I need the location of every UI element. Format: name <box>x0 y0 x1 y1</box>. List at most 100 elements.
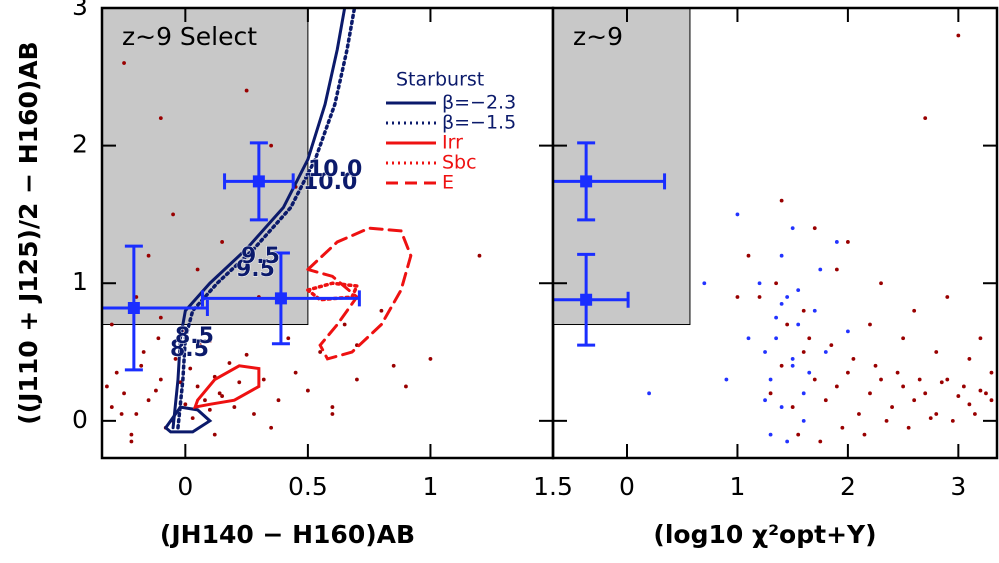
data-point <box>978 336 983 341</box>
legend-label: β=−2.3 <box>442 92 516 114</box>
data-point <box>227 361 232 365</box>
data-point <box>928 416 933 420</box>
data-point <box>746 253 751 258</box>
track-label: 8.5 <box>175 324 214 349</box>
data-point <box>774 315 779 320</box>
y-axis-title: ((J110 + J125)/2 − H160)AB <box>14 41 43 424</box>
data-point <box>735 212 740 217</box>
data-point <box>768 391 773 396</box>
data-point <box>796 322 801 327</box>
data-point <box>807 370 812 375</box>
x-tick-label: 1 <box>422 472 438 501</box>
data-point <box>318 350 323 354</box>
data-point <box>978 388 983 393</box>
data-point <box>901 384 906 389</box>
data-point <box>774 336 779 341</box>
data-point <box>244 352 249 357</box>
data-point <box>217 391 222 396</box>
data-point <box>114 370 119 375</box>
data-point <box>158 315 163 320</box>
y-tick-label: 3 <box>72 0 88 21</box>
data-point <box>801 350 806 354</box>
x-axis-title: (log10 χ²opt+Y) <box>653 520 876 549</box>
data-point <box>252 412 256 416</box>
track-line <box>176 8 357 430</box>
data-point <box>790 226 795 231</box>
data-point <box>857 412 861 416</box>
data-point <box>967 357 972 361</box>
x-tick-label: 0 <box>177 472 193 501</box>
data-point <box>261 377 266 382</box>
track-label: 9.5 <box>241 244 280 269</box>
data-point <box>580 293 593 306</box>
data-point <box>763 398 767 403</box>
x-tick-label: 1.5 <box>533 472 573 501</box>
data-point <box>956 394 961 398</box>
data-point <box>818 439 823 444</box>
data-point <box>779 198 784 203</box>
track-label: 8.5 <box>170 337 209 362</box>
track-line <box>171 8 347 430</box>
data-point <box>391 363 396 368</box>
data-point <box>198 343 202 348</box>
data-point <box>945 295 950 299</box>
legend-label: Irr <box>442 132 463 154</box>
data-point <box>134 412 139 416</box>
legend-title: Starburst <box>396 69 484 91</box>
track-line <box>192 364 261 410</box>
data-point <box>122 61 126 65</box>
data-point <box>173 357 178 361</box>
y-tick-label: 1 <box>72 267 88 296</box>
data-point <box>807 336 812 341</box>
data-point <box>868 391 872 396</box>
data-point <box>252 175 265 188</box>
data-point <box>154 388 158 393</box>
data-point <box>269 425 274 430</box>
data-point <box>232 405 237 409</box>
data-point <box>212 432 217 437</box>
data-point <box>834 240 839 244</box>
data-point <box>158 116 163 120</box>
data-point <box>801 391 806 396</box>
y-tick-label: 0 <box>72 405 88 434</box>
data-point <box>845 329 850 334</box>
data-point <box>923 116 928 120</box>
data-point <box>912 308 917 313</box>
data-point <box>917 377 922 382</box>
plot-frame <box>551 6 999 460</box>
data-point <box>647 391 651 396</box>
data-point <box>342 322 347 327</box>
data-point <box>109 405 114 409</box>
data-point <box>757 295 762 299</box>
data-point <box>129 432 134 437</box>
data-point <box>428 357 433 361</box>
track-label: 10.0 <box>308 157 362 182</box>
data-point <box>923 391 928 396</box>
data-point <box>220 240 225 244</box>
region-label: z~9 <box>573 22 623 51</box>
data-point <box>779 405 784 409</box>
data-point <box>785 439 790 444</box>
data-point <box>330 412 335 416</box>
selection-region <box>102 8 309 326</box>
data-point <box>330 405 335 409</box>
data-point <box>779 301 784 306</box>
data-point <box>845 370 850 375</box>
data-point <box>746 336 751 341</box>
data-point <box>934 412 939 416</box>
legend-label: β=−1.5 <box>442 112 516 134</box>
data-point <box>818 267 823 272</box>
data-point <box>105 384 109 389</box>
data-point <box>790 363 795 368</box>
data-point <box>129 439 134 444</box>
data-point <box>757 281 762 286</box>
data-point <box>477 253 482 258</box>
data-point <box>286 336 291 341</box>
data-point <box>834 267 839 272</box>
data-point <box>840 425 845 430</box>
data-point <box>890 405 894 409</box>
data-point <box>812 226 817 231</box>
data-point <box>171 212 175 217</box>
track-line <box>306 226 413 361</box>
data-point <box>355 377 359 382</box>
